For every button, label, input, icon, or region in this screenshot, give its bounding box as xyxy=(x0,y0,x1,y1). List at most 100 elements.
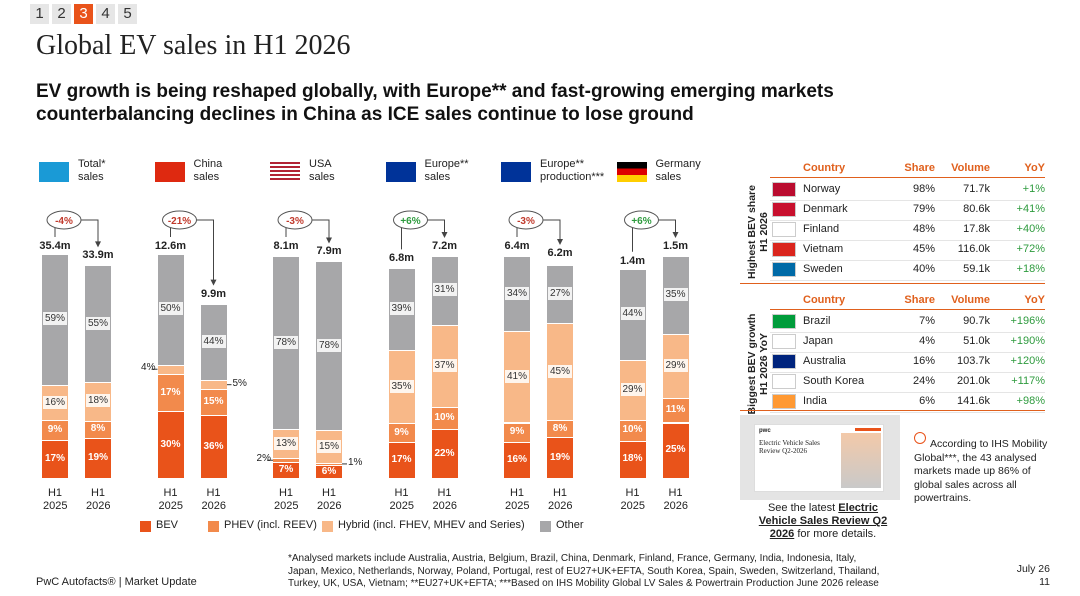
thumb-photo xyxy=(841,433,881,488)
flag-icon xyxy=(772,242,796,257)
bar-segment xyxy=(547,437,573,478)
row-rule xyxy=(770,352,1045,353)
title: Global EV sales in H1 2026 xyxy=(36,30,351,61)
flag-icon xyxy=(270,162,300,182)
table-cell: 201.0k xyxy=(956,375,990,387)
x-tick-label: H1 2025 xyxy=(505,487,530,512)
row-rule xyxy=(770,280,1045,281)
flag-icon xyxy=(501,162,531,182)
bar-segment xyxy=(85,437,111,478)
table-cell: South Korea xyxy=(803,375,865,387)
legend: BEV PHEV (incl. REEV) Hybrid (incl. FHEV, … xyxy=(140,518,640,536)
segment-label: 25% xyxy=(665,444,686,456)
segment-label: 59% xyxy=(43,312,67,326)
bar-segment xyxy=(316,465,342,478)
change-arrow xyxy=(557,238,563,245)
flag-icon xyxy=(772,182,796,197)
table-cell: 90.7k xyxy=(963,315,990,327)
table-cell: +190% xyxy=(1010,335,1045,347)
change-arrow xyxy=(441,232,448,238)
table-header: Country xyxy=(803,294,846,306)
table-cell: 6% xyxy=(919,395,935,407)
bar-segment xyxy=(431,406,458,430)
table-cell: 17.8k xyxy=(963,223,990,235)
segment-label: 31% xyxy=(432,283,457,297)
table-cell: 103.7k xyxy=(956,355,990,367)
subtitle: EV growth is being reshaped globally, wi… xyxy=(36,81,834,125)
flag-icon xyxy=(772,222,796,237)
page-tab: 2 xyxy=(52,4,71,24)
flag-icon xyxy=(772,314,796,329)
segment-label: 9% xyxy=(509,426,525,438)
segment-label: 17% xyxy=(160,386,181,398)
x-tick-label: H1 2026 xyxy=(201,487,226,512)
segment-label: 8% xyxy=(552,422,568,434)
segment-label: 35% xyxy=(663,287,688,301)
bar-segment xyxy=(547,419,573,438)
table-cell: India xyxy=(803,395,827,407)
total-label: 33.9m xyxy=(82,249,114,262)
segment-label: 27% xyxy=(548,287,572,301)
table-divider xyxy=(740,283,1045,284)
segment-label: 35% xyxy=(389,379,414,393)
bar-segment xyxy=(504,422,530,443)
row-rule xyxy=(770,332,1045,333)
chart-title: China sales xyxy=(193,158,223,183)
segment-label: 7% xyxy=(278,464,294,476)
table-cell: +98% xyxy=(1016,395,1045,407)
change-label: -3% xyxy=(517,216,535,227)
table-cell: +72% xyxy=(1016,243,1045,255)
table-cell: 141.6k xyxy=(956,395,990,407)
table-cell: 4% xyxy=(919,335,935,347)
legend-swatch xyxy=(208,521,219,532)
table-cell: 45% xyxy=(912,243,935,255)
change-ellipse xyxy=(508,210,544,230)
page-tab: 1 xyxy=(30,4,49,24)
total-label: 7.9m xyxy=(316,245,342,258)
table-cell: 16% xyxy=(912,355,935,367)
table-rule xyxy=(770,177,1045,178)
change-label: +6% xyxy=(631,216,651,227)
x-tick-label: H1 2025 xyxy=(274,487,299,512)
table-cell: Norway xyxy=(803,183,841,195)
segment-label: 9% xyxy=(394,426,409,438)
thumb-bar xyxy=(855,428,881,431)
segment-label: 2% xyxy=(256,453,271,465)
table-cell: +40% xyxy=(1016,223,1045,235)
flag-icon xyxy=(772,394,796,409)
segment-label: 17% xyxy=(391,454,412,466)
segment-label: 44% xyxy=(620,307,645,321)
table-cell: Japan xyxy=(803,335,833,347)
thumb-title: Electric Vehicle Sales Review Q2-2026 xyxy=(759,439,820,455)
segment-label: 18% xyxy=(86,394,110,408)
table-header: Volume xyxy=(951,162,990,174)
total-label: 35.4m xyxy=(39,240,71,252)
footnote: *Analysed markets include Australia, Aus… xyxy=(288,553,880,589)
bar-segment xyxy=(42,420,68,441)
table-cell: Vietnam xyxy=(803,243,844,255)
legend-swatch xyxy=(140,521,151,532)
segment-label: 16% xyxy=(506,454,527,466)
total-label: 6.2m xyxy=(547,246,573,259)
footer-date: July 26 xyxy=(1016,563,1050,575)
page-number: 11 xyxy=(1039,576,1050,588)
change-ellipse xyxy=(393,210,428,230)
row-rule xyxy=(770,240,1045,241)
table-cell: +41% xyxy=(1016,203,1045,215)
row-rule xyxy=(770,200,1045,201)
table-cell: +18% xyxy=(1016,263,1045,275)
segment-label: 9% xyxy=(47,424,63,436)
segment-label: 29% xyxy=(620,382,645,396)
table-header: Volume xyxy=(951,294,990,306)
chart-title: USA sales xyxy=(309,158,335,183)
promo-link[interactable]: Electric Vehicle Sales Review Q2 2026 xyxy=(758,502,888,540)
page-tab: 5 xyxy=(118,4,137,24)
change-label: -21% xyxy=(168,216,191,227)
note: According to IHS Mobility Global***, the… xyxy=(914,438,1048,504)
row-rule xyxy=(770,220,1045,221)
segment-label: 11% xyxy=(665,404,686,416)
table-cell: Brazil xyxy=(803,315,831,327)
x-tick-label: H1 2026 xyxy=(86,487,111,512)
